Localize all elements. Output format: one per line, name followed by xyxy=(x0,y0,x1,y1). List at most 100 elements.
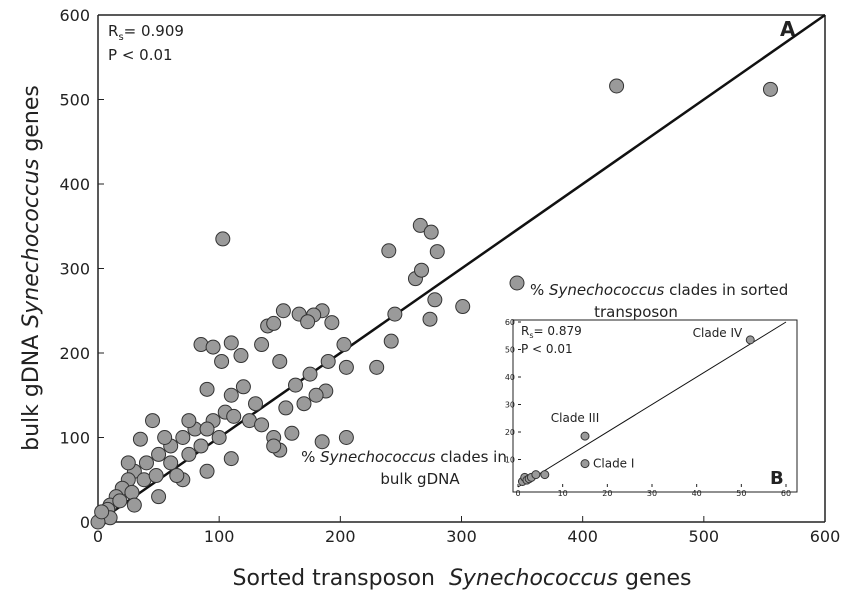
point xyxy=(199,463,215,479)
point xyxy=(296,396,312,412)
point xyxy=(762,81,778,97)
y-tick-label: 600 xyxy=(59,6,90,25)
point xyxy=(214,353,230,369)
point xyxy=(278,400,294,416)
text-part: clades in xyxy=(435,448,506,466)
inset-frame xyxy=(512,319,798,493)
panel-label: A xyxy=(780,17,796,41)
y-tick-label: 50 xyxy=(505,346,515,355)
point-label: Clade IV xyxy=(693,326,743,340)
point-label: Clade I xyxy=(593,457,634,471)
point xyxy=(531,470,541,480)
x-tick-label: 30 xyxy=(647,489,657,498)
y-tick-label: 200 xyxy=(59,344,90,363)
x-tick-label: 300 xyxy=(446,527,477,546)
point xyxy=(254,337,270,353)
point xyxy=(193,337,209,353)
x-tick-label: 200 xyxy=(325,527,356,546)
point xyxy=(175,430,191,445)
point xyxy=(211,430,227,445)
r-text: Rs= 0.909 xyxy=(108,22,184,43)
point xyxy=(94,504,110,520)
y-tick-label: 0 xyxy=(80,513,90,532)
y-tick-label: 500 xyxy=(59,91,90,110)
text-part: s xyxy=(529,331,533,340)
point xyxy=(124,484,140,500)
text-part: % xyxy=(301,448,320,466)
point xyxy=(199,421,215,437)
point xyxy=(169,468,185,484)
point xyxy=(320,353,336,369)
point xyxy=(308,387,324,403)
point xyxy=(215,231,231,247)
point xyxy=(427,292,443,308)
point xyxy=(199,381,215,397)
point xyxy=(148,468,164,484)
y-tick-label: 100 xyxy=(59,429,90,448)
annotation: % Synechococcus clades in xyxy=(301,448,507,466)
point xyxy=(288,377,304,393)
point xyxy=(302,366,318,382)
point xyxy=(338,359,354,375)
legend-symbol xyxy=(509,275,525,291)
point xyxy=(369,359,385,375)
x-tick-label: 400 xyxy=(567,527,598,546)
point xyxy=(266,438,282,454)
x-tick-label: 60 xyxy=(781,489,791,498)
point xyxy=(126,497,142,513)
point xyxy=(387,306,403,322)
point xyxy=(423,224,439,240)
point xyxy=(181,446,197,462)
text-part: Synechococcus xyxy=(549,281,664,299)
point xyxy=(429,244,445,260)
point xyxy=(455,299,471,315)
x-tick-label: 600 xyxy=(810,527,841,546)
r-text: Rs= 0.879 xyxy=(521,324,582,340)
point xyxy=(381,243,397,259)
y-tick-label: 60 xyxy=(505,318,515,327)
label-part: bulk gDNA xyxy=(19,328,44,451)
point xyxy=(112,493,128,509)
y-tick-label: 40 xyxy=(505,373,515,382)
point xyxy=(223,335,239,351)
point xyxy=(151,446,167,462)
point xyxy=(138,455,154,471)
x-tick-label: 500 xyxy=(689,527,720,546)
annotation: transposon xyxy=(594,303,678,321)
x-axis-label: Sorted transposon Synechococcus genes xyxy=(233,566,692,591)
text-part: = 0.909 xyxy=(124,22,184,40)
point xyxy=(132,431,148,447)
point xyxy=(314,434,330,450)
point xyxy=(324,315,340,331)
point xyxy=(580,459,590,469)
text-part: R xyxy=(521,324,529,338)
point xyxy=(540,470,550,480)
point xyxy=(275,303,291,319)
x-tick-label: 0 xyxy=(515,489,520,498)
x-tick-label: 20 xyxy=(602,489,612,498)
p-text: P < 0.01 xyxy=(521,342,573,356)
annotation: % Synechococcus clades in sorted xyxy=(530,281,788,299)
point xyxy=(226,408,242,424)
y-tick-label: 30 xyxy=(505,401,515,410)
point xyxy=(254,417,270,433)
x-tick-label: 100 xyxy=(204,527,235,546)
text-part: Synechococcus xyxy=(320,448,435,466)
point xyxy=(745,335,755,345)
point xyxy=(580,431,590,441)
point xyxy=(163,455,179,471)
point xyxy=(181,413,197,429)
x-tick-label: 0 xyxy=(93,527,103,546)
text-part: = 0.879 xyxy=(534,324,582,338)
label-part: Synechococcus xyxy=(19,159,44,328)
point xyxy=(120,455,136,471)
x-tick-label: 50 xyxy=(736,489,746,498)
fit-line xyxy=(517,321,787,488)
point-label: Clade III xyxy=(551,411,600,425)
label-part: genes xyxy=(19,85,44,158)
p-text: P < 0.01 xyxy=(108,46,173,64)
point xyxy=(412,217,428,233)
x-tick-label: 10 xyxy=(558,489,568,498)
